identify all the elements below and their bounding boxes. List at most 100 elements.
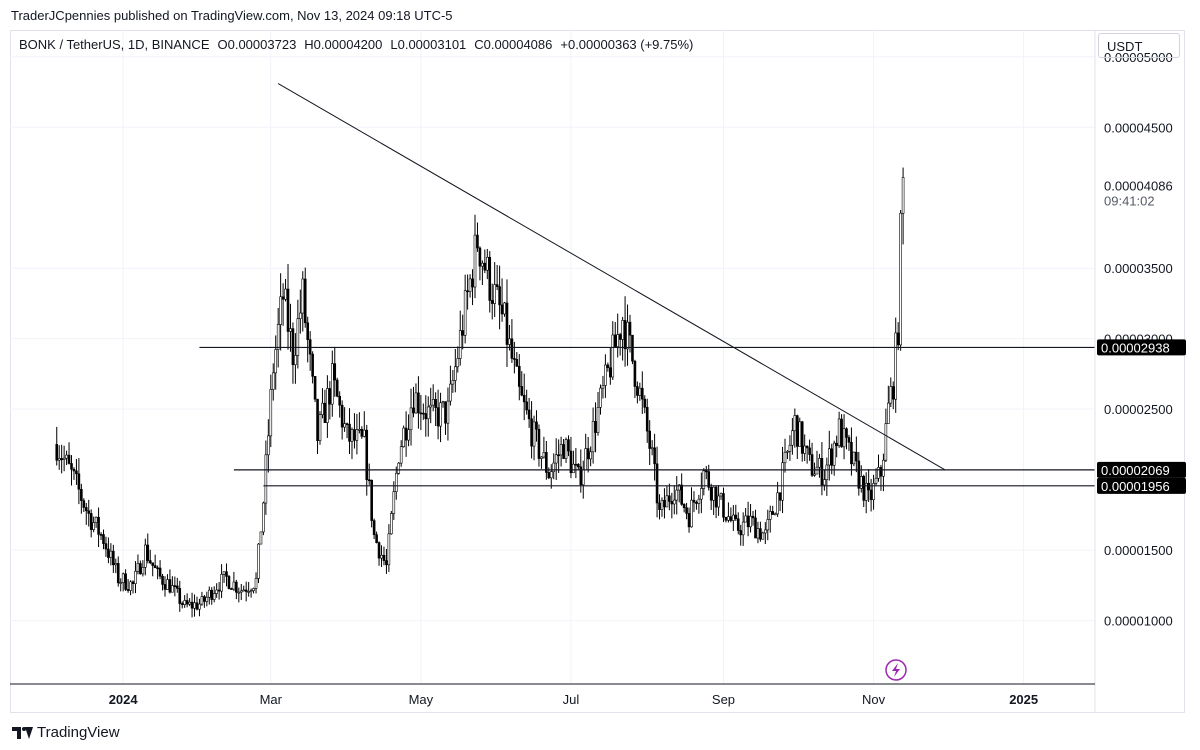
drawings[interactable] [199,83,1095,487]
candle-body [126,589,130,591]
candle-body [148,560,152,564]
candle-body [714,486,718,508]
candle-body [441,401,445,404]
candle-body [449,383,452,402]
candle-body [375,534,378,543]
symbol-label[interactable]: BONK / TetherUS, 1D, BINANCE [19,37,210,52]
candle-body [419,412,423,415]
currency-selector[interactable]: USDT [1098,33,1180,58]
candle-body [628,321,632,336]
candle-body [99,534,103,536]
candle-body [237,591,241,594]
candle-body [119,582,123,584]
candle-body [503,302,506,315]
chart-frame [10,30,1185,713]
candle-body [380,554,383,559]
candle-body [498,286,501,306]
candle-body [606,364,610,368]
candle-body [623,320,627,350]
price-badge-label: 0.00002069 [1101,463,1170,478]
candle-body [761,532,765,540]
candle-body [141,567,145,575]
candle-body [289,328,292,332]
candle-body [520,386,524,396]
candle-body [203,596,206,602]
candle-body [852,451,856,465]
close-value: C0.00004086 [474,37,553,52]
candle-body [808,447,811,455]
candle-body [490,300,494,304]
x-tick-label: Sep [712,692,735,707]
candle-body [702,470,706,489]
candle-body [62,457,66,460]
candle-body [323,402,327,423]
candle-body [879,467,883,477]
candle-body [222,571,226,575]
candle-body [478,247,482,267]
candle-body [210,589,214,600]
brand-label: TradingView [37,724,120,741]
candle-body [397,462,401,474]
current-price-label: 0.00004086 [1104,179,1173,194]
candle-body [399,446,403,464]
candle-body [832,442,836,466]
candle-body [579,466,583,486]
candle-body [562,444,565,459]
candle-body [825,464,829,480]
candle-body [326,388,329,423]
candle-body [195,602,199,610]
candle-body [82,500,86,508]
candle-body [704,470,708,473]
candle-body [244,589,248,592]
candle-body [724,516,728,521]
candle-body [712,486,715,501]
candle-body [350,429,354,442]
candle-body [695,501,698,504]
candle-body [116,563,120,584]
candle-body [424,413,428,420]
candle-body [530,418,533,447]
candle-body [675,489,679,501]
candle-body [859,476,863,489]
candle-body [225,571,228,577]
candle-body [692,499,696,503]
candle-body [540,456,543,459]
candle-body [205,596,209,602]
candle-body [786,450,789,453]
candle-body [151,562,154,566]
candle-body [254,578,258,589]
candle-body [429,404,433,408]
candle-body [633,360,637,387]
candle-body [855,451,858,462]
candle-body [414,392,418,414]
candle-body [749,515,752,528]
lightning-icon[interactable] [885,659,907,681]
candle-body [89,513,93,530]
candle-body [658,502,661,510]
candle-body [793,415,797,432]
candle-body [709,487,713,501]
candle-body [134,570,137,584]
candle-body [227,576,231,589]
candle-body [439,402,442,427]
candle-body [409,407,413,430]
candle-body [741,521,745,536]
tradingview-footer[interactable]: TradingView [12,724,120,741]
candle-body [764,529,767,534]
candle-body [759,528,762,540]
candle-body [781,462,784,501]
candle-body [94,516,98,523]
candle-body [84,507,88,512]
candle-body [67,454,71,464]
candle-body [185,600,189,605]
candle-body [672,499,676,505]
candle-body [333,363,337,381]
candle-body [707,471,711,488]
trendline [277,83,946,471]
candle-body [404,427,408,441]
candle-body [402,427,405,447]
candle-body [899,212,902,346]
candle-body [754,517,757,539]
candle-body [431,399,435,406]
